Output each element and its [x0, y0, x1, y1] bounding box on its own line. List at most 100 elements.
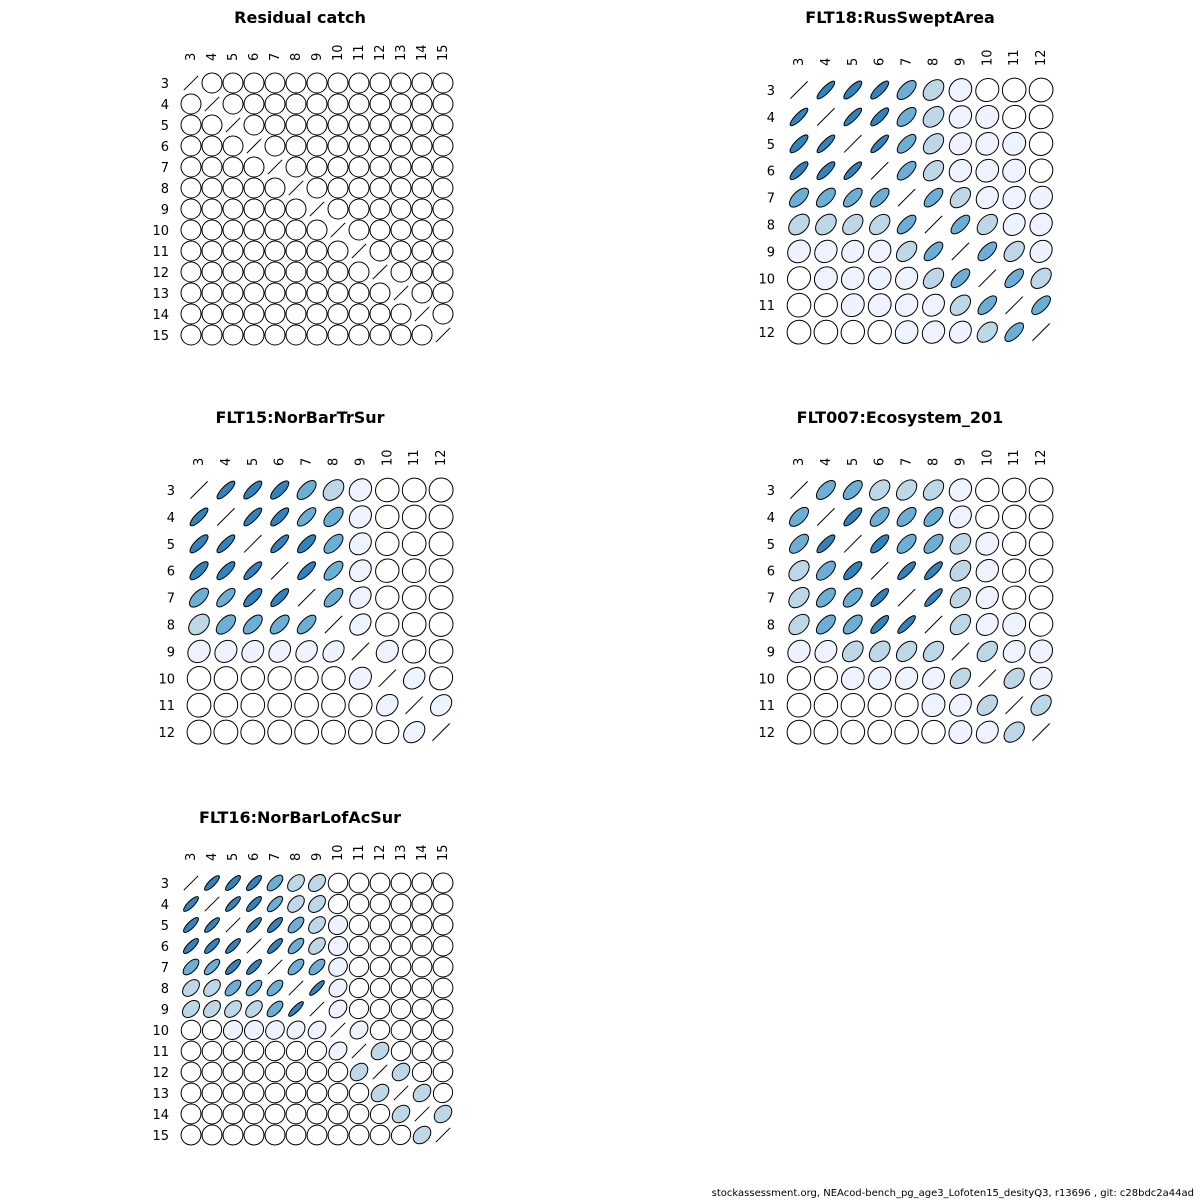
column-tick-label: 12 — [1034, 49, 1049, 66]
correlation-ellipse — [189, 561, 209, 581]
column-tick-label: 13 — [394, 44, 409, 61]
correlation-ellipse — [375, 612, 400, 637]
row-tick-label: 10 — [152, 224, 169, 239]
correlation-ellipse — [867, 719, 893, 745]
correlation-ellipse — [1028, 558, 1054, 584]
correlation-ellipse — [896, 533, 917, 554]
correlation-ellipse — [307, 1020, 327, 1040]
correlation-ellipse — [246, 959, 262, 975]
correlation-ellipse — [975, 477, 1000, 503]
correlation-ellipse — [895, 240, 918, 263]
correlation-ellipse — [976, 694, 998, 716]
correlation-ellipse — [180, 240, 202, 262]
column-tick-label: 5 — [246, 458, 261, 466]
correlation-ellipse — [412, 1083, 432, 1103]
correlation-ellipse — [975, 158, 1000, 183]
correlation-ellipse — [348, 114, 370, 136]
correlation-ellipse — [201, 261, 223, 283]
correlation-ellipse — [186, 666, 212, 691]
correlation-ellipse — [390, 977, 412, 999]
correlation-ellipse — [401, 504, 427, 530]
correlation-ellipse — [306, 240, 328, 262]
correlation-ellipse — [269, 614, 290, 635]
correlation-ellipse — [950, 214, 971, 235]
correlation-ellipse — [348, 156, 370, 178]
correlation-ellipse — [840, 319, 866, 345]
correlation-ellipse — [816, 80, 836, 100]
correlation-ellipse — [266, 895, 284, 913]
correlation-ellipse — [1001, 504, 1027, 530]
correlation-ellipse — [348, 914, 370, 936]
correlation-ellipse — [306, 72, 328, 94]
correlation-ellipse — [433, 1104, 453, 1124]
correlation-diagonal-mark — [309, 1001, 325, 1017]
correlation-ellipse — [264, 1082, 286, 1104]
panel-flt16-norbarlofacsur: FLT16:NorBarLofAcSur 3 4 5 6 7 8 9 10 11 12 13 14 15… — [152, 808, 454, 1146]
column-tick-label: 7 — [900, 458, 915, 466]
row-tick-label: 10 — [758, 672, 775, 687]
correlation-ellipse — [267, 938, 283, 954]
correlation-ellipse — [789, 533, 809, 554]
column-tick-label: 5 — [226, 853, 241, 861]
column-tick-label: 14 — [415, 844, 430, 861]
correlation-ellipse — [411, 914, 433, 936]
correlation-ellipse — [348, 135, 370, 157]
row-tick-label: 7 — [161, 961, 169, 976]
correlation-ellipse — [348, 478, 373, 502]
correlation-ellipse — [188, 613, 210, 636]
column-tick-label: 11 — [1007, 449, 1022, 466]
correlation-ellipse — [370, 1041, 390, 1061]
correlation-ellipse — [180, 1061, 202, 1083]
correlation-diagonal-mark — [790, 81, 808, 99]
correlation-ellipse — [327, 93, 349, 115]
correlation-ellipse — [390, 914, 412, 936]
correlation-ellipse — [1001, 531, 1027, 557]
correlation-ellipse — [411, 114, 433, 136]
correlation-ellipse — [411, 261, 433, 283]
correlation-diagonal-mark — [267, 159, 283, 175]
correlation-ellipse — [369, 177, 391, 199]
panel-title: FLT15:NorBarTrSur — [215, 408, 384, 427]
correlation-ellipse — [243, 507, 263, 527]
correlation-ellipse — [306, 1103, 328, 1125]
correlation-diagonal-mark — [393, 285, 409, 301]
correlation-ellipse — [841, 640, 864, 663]
correlation-ellipse — [390, 1040, 412, 1062]
correlation-ellipse — [349, 1020, 369, 1040]
correlation-ellipse — [189, 587, 209, 608]
correlation-ellipse — [432, 303, 454, 325]
correlation-ellipse — [201, 1040, 223, 1062]
correlation-diagonal-mark — [351, 243, 367, 259]
correlation-ellipse — [189, 534, 209, 554]
correlation-ellipse — [921, 693, 946, 718]
correlation-ellipse — [264, 177, 286, 199]
correlation-ellipse — [897, 615, 916, 634]
correlation-ellipse — [813, 692, 839, 718]
correlation-ellipse — [240, 692, 266, 718]
correlation-ellipse — [270, 534, 290, 554]
correlation-ellipse — [369, 1124, 391, 1146]
correlation-ellipse — [842, 587, 863, 608]
row-tick-label: 11 — [758, 699, 775, 714]
row-tick-label: 7 — [167, 592, 175, 607]
correlation-ellipse — [788, 560, 810, 582]
correlation-ellipse — [895, 666, 919, 690]
correlation-ellipse — [402, 667, 426, 690]
correlation-ellipse — [390, 893, 412, 915]
correlation-ellipse — [295, 640, 318, 663]
correlation-diagonal-mark — [330, 222, 346, 238]
correlation-ellipse — [894, 693, 919, 718]
correlation-ellipse — [813, 319, 839, 345]
correlation-ellipse — [222, 1082, 244, 1104]
column-tick-label: 8 — [289, 53, 304, 61]
correlation-ellipse — [327, 114, 349, 136]
correlation-diagonal-mark — [216, 507, 235, 526]
correlation-ellipse — [268, 640, 292, 663]
column-tick-label: 7 — [900, 58, 915, 66]
correlation-ellipse — [180, 324, 202, 346]
correlation-diagonal-mark — [297, 588, 316, 607]
correlation-ellipse — [1029, 239, 1053, 263]
correlation-ellipse — [813, 293, 838, 318]
correlation-ellipse — [411, 872, 433, 894]
row-tick-label: 5 — [167, 538, 175, 553]
